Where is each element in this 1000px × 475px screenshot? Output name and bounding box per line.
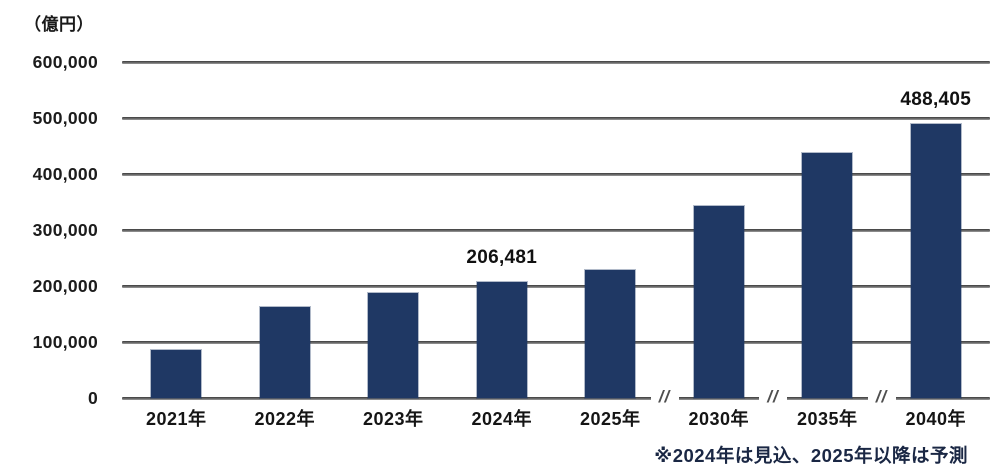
gridline-500000 <box>122 116 990 120</box>
gridline-0 <box>122 396 990 400</box>
y-axis-tick-label: 0 <box>87 388 98 408</box>
x-axis-label-2021年: 2021年 <box>145 409 207 429</box>
bar-2024年 <box>476 282 527 398</box>
bar-2035年 <box>802 152 853 398</box>
x-axis-label-2030年: 2030年 <box>688 409 750 429</box>
bar-2030年 <box>693 206 744 398</box>
gridline-400000 <box>122 172 990 176</box>
bar-2023年 <box>368 292 419 398</box>
bar-2040年 <box>910 124 961 398</box>
axis-break-mask <box>650 393 679 403</box>
gridline-100000 <box>122 340 990 344</box>
bar-2021年 <box>151 349 202 398</box>
gridline-600000 <box>122 60 990 64</box>
gridline-300000 <box>122 228 990 232</box>
x-axis-label-2040年: 2040年 <box>905 409 967 429</box>
axis-break-icon: // <box>658 387 671 406</box>
bar-2022年 <box>259 306 310 398</box>
x-axis-label-2022年: 2022年 <box>254 409 316 429</box>
y-axis-tick-label: 400,000 <box>32 164 98 184</box>
x-axis-label-2024年: 2024年 <box>471 409 533 429</box>
axis-break-icon: // <box>875 387 888 406</box>
x-axis-label-2035年: 2035年 <box>796 409 858 429</box>
chart-footnote: ※2024年は見込、2025年以降は予測 <box>654 445 968 466</box>
axis-break-icon: // <box>767 387 779 406</box>
x-axis-label-2025年: 2025年 <box>579 409 641 429</box>
axis-break-mask <box>759 393 787 403</box>
x-axis-label-2023年: 2023年 <box>362 409 424 429</box>
data-label-2040年: 488,405 <box>900 89 972 111</box>
y-axis-tick-label: 600,000 <box>32 52 98 72</box>
y-axis-tick-label: 300,000 <box>32 220 98 240</box>
data-label-2024年: 206,481 <box>466 247 538 269</box>
y-axis-tick-label: 100,000 <box>32 332 98 352</box>
gridline-200000 <box>122 284 990 288</box>
axis-break-mask <box>867 393 896 403</box>
bar-2025年 <box>585 269 636 398</box>
y-axis-tick-label: 200,000 <box>32 276 98 296</box>
y-axis-tick-label: 500,000 <box>32 108 98 128</box>
y-axis-unit-label: （億円） <box>24 15 94 34</box>
